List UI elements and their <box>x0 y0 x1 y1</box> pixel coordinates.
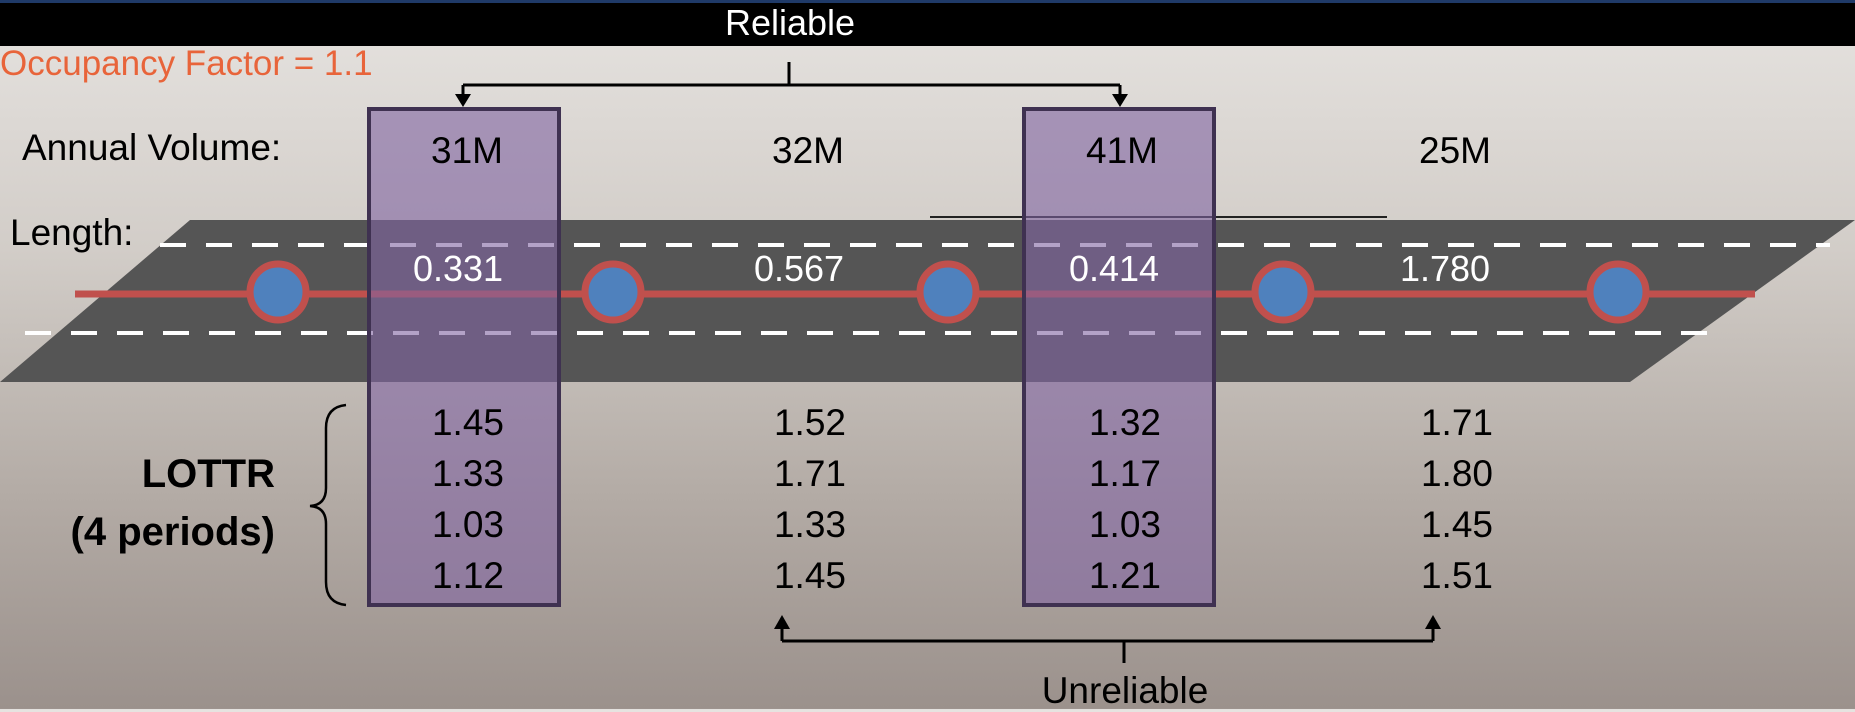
title-bar <box>0 0 1855 46</box>
node-5 <box>1586 260 1650 324</box>
segment-2-lottr-1: 1.52 <box>773 402 846 443</box>
lottr-periods-label: (4 periods) <box>70 510 275 554</box>
lottr-label: LOTTR <box>141 452 275 496</box>
node-2 <box>581 260 645 324</box>
highlight-box-segment-1 <box>367 107 561 607</box>
segment-4-lottr-3: 1.45 <box>1420 504 1493 545</box>
reliable-arrow-left <box>455 94 471 107</box>
unreliable-label: Unreliable <box>1041 670 1209 711</box>
segment-3-lottr-1: 1.32 <box>1088 402 1161 443</box>
segment-1-lottr-2: 1.33 <box>431 453 504 494</box>
segment-2-lottr-3: 1.33 <box>773 504 846 545</box>
segment-1-length: 0.331 <box>412 248 504 289</box>
segment-2-lottr-2: 1.71 <box>773 453 846 494</box>
node-1 <box>246 260 310 324</box>
occupancy-factor-label: Occupancy Factor = 1.1 <box>0 44 373 83</box>
unreliable-arrow-left <box>774 615 790 629</box>
unreliable-bracket <box>780 627 1435 663</box>
reliable-arrow-right <box>1112 94 1128 107</box>
segment-4-lottr-4: 1.51 <box>1420 555 1493 596</box>
segment-3-length: 0.414 <box>1068 248 1160 289</box>
segment-1-volume: 31M <box>431 130 503 171</box>
segment-1-lottr-4: 1.12 <box>431 555 504 596</box>
segment-4-length: 1.780 <box>1399 248 1491 289</box>
segment-3-lottr-4: 1.21 <box>1088 555 1161 596</box>
segment-4-lottr-1: 1.71 <box>1420 402 1493 443</box>
node-3 <box>916 260 980 324</box>
segment-3-lottr-3: 1.03 <box>1088 504 1161 545</box>
segment-4-volume: 25M <box>1419 130 1491 171</box>
segment-3-lottr-2: 1.17 <box>1088 453 1161 494</box>
node-4 <box>1251 260 1315 324</box>
length-label: Length: <box>10 212 134 253</box>
unreliable-arrow-right <box>1425 615 1441 629</box>
highlight-box-segment-3 <box>1022 107 1216 607</box>
segment-3-volume: 41M <box>1086 130 1158 171</box>
annual-volume-label: Annual Volume: <box>22 127 282 168</box>
segment-2-lottr-4: 1.45 <box>773 555 846 596</box>
segment-1-lottr-3: 1.03 <box>431 504 504 545</box>
segment-1-lottr-1: 1.45 <box>431 402 504 443</box>
segment-4-lottr-2: 1.80 <box>1420 453 1493 494</box>
segment-2-length: 0.567 <box>753 248 845 289</box>
segment-2-volume: 32M <box>772 130 844 171</box>
reliable-label: Reliable <box>724 2 856 43</box>
lottr-brace <box>309 403 347 607</box>
reliable-bracket <box>461 62 1122 96</box>
